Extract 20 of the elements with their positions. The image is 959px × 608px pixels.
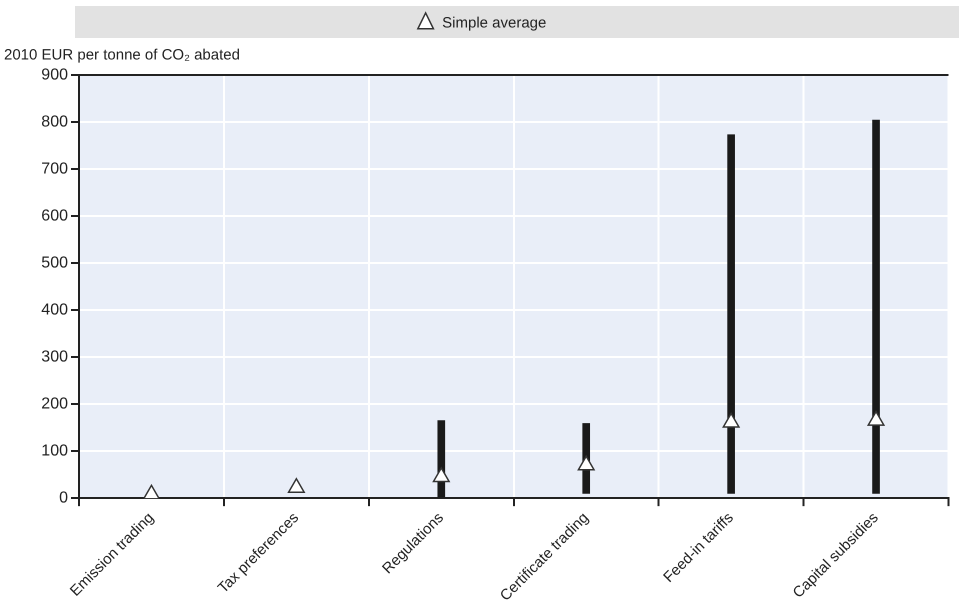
y-tick-label: 800 [41,113,68,130]
y-tick-label: 500 [41,254,68,272]
y-tick-label: 100 [41,442,68,460]
legend-label: Simple average [442,14,546,32]
bar [872,120,880,494]
bar [727,134,735,494]
y-tick-label: 200 [41,396,68,413]
point [578,455,595,470]
point [432,467,450,482]
y-tick-label: 300 [41,348,68,366]
y-tick-label: 400 [41,301,68,318]
y-tick-label: 0 [59,490,68,507]
y-tick-label: 600 [41,207,68,224]
point [722,412,740,428]
y-tick-label: 700 [41,160,68,178]
point [868,410,885,426]
y-axis-title: 2010 EUR per tonne of CO₂ abated [4,46,240,64]
y-tick-label: 900 [41,66,68,84]
point [142,484,160,498]
point [288,478,305,494]
